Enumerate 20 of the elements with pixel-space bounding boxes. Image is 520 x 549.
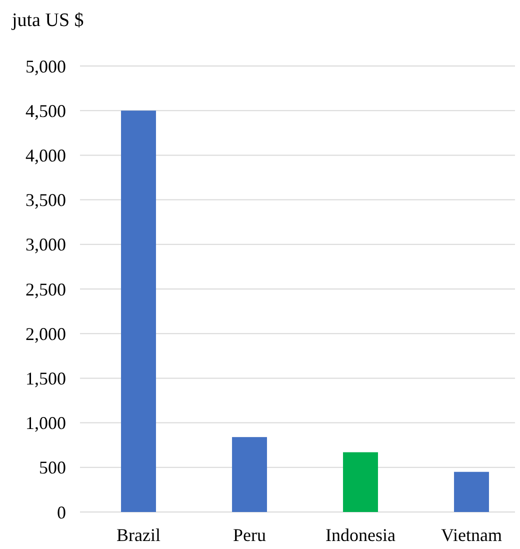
x-tick-label: Indonesia [326, 525, 396, 545]
bar [232, 437, 267, 512]
x-tick-label: Vietnam [441, 525, 502, 545]
y-tick-label: 4,500 [26, 100, 66, 121]
x-tick-label: Peru [233, 525, 266, 545]
bar [121, 110, 156, 512]
y-tick-label: 0 [57, 502, 66, 522]
x-tick-label: Brazil [116, 525, 160, 545]
y-tick-label: 1,500 [26, 368, 66, 388]
y-tick-label: 2,000 [26, 324, 66, 344]
y-tick-label: 3,500 [26, 190, 66, 210]
y-tick-label: 5,000 [26, 56, 66, 76]
y-tick-label: 2,500 [26, 279, 66, 300]
y-tick-label: 3,000 [26, 234, 66, 255]
bar [454, 472, 489, 512]
y-axis-title: juta US $ [11, 10, 84, 31]
y-tick-label: 4,000 [26, 146, 66, 166]
bar [343, 452, 378, 512]
y-tick-label: 500 [39, 458, 66, 478]
y-tick-label: 1,000 [26, 413, 66, 434]
